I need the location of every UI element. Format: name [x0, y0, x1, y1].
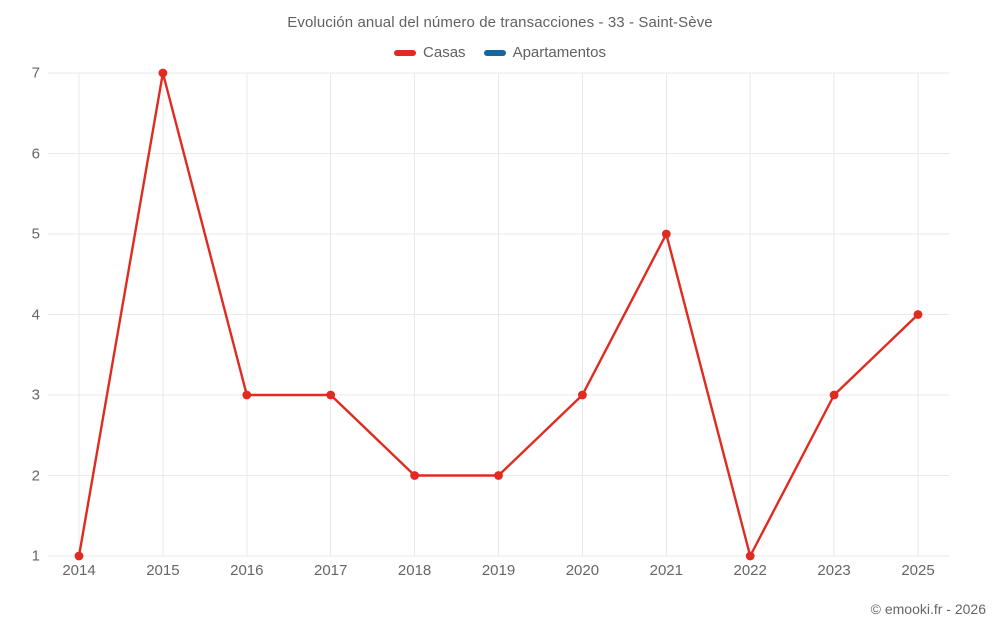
data-point-casas-2022[interactable] [745, 551, 755, 561]
x-tick-label-2025: 2025 [901, 562, 935, 579]
y-tick-label-5: 5 [31, 225, 40, 243]
y-tick-label-3: 3 [31, 386, 40, 404]
data-point-casas-2017[interactable] [326, 390, 336, 400]
legend-label-casas: Casas [423, 44, 466, 61]
x-tick-label-2020: 2020 [565, 562, 600, 579]
y-tick-label-6: 6 [31, 145, 40, 162]
legend-item-apartamentos[interactable]: Apartamentos [483, 44, 606, 61]
x-tick-label-2016: 2016 [230, 562, 264, 579]
y-tick-label-4: 4 [31, 306, 40, 323]
plot-area [48, 68, 949, 561]
y-tick-label-2: 2 [31, 467, 40, 484]
data-point-casas-2015[interactable] [158, 68, 168, 78]
x-tick-label-2018: 2018 [397, 562, 432, 579]
data-point-casas-2021[interactable] [661, 229, 671, 239]
x-tick-label-2023: 2023 [817, 562, 851, 579]
casas-legend-swatch [394, 49, 417, 56]
data-point-casas-2016[interactable] [242, 390, 252, 400]
x-tick-label-2019: 2019 [481, 562, 516, 579]
legend-label-apartamentos: Apartamentos [512, 44, 606, 61]
x-tick-label-2021: 2021 [649, 562, 683, 579]
data-point-casas-2014[interactable] [74, 551, 84, 561]
legend-item-casas[interactable]: Casas [394, 44, 466, 61]
x-tick-label-2022: 2022 [733, 562, 767, 579]
data-point-casas-2019[interactable] [494, 471, 503, 480]
x-tick-label-2015: 2015 [146, 562, 180, 579]
plot-svg [48, 68, 949, 561]
x-tick-label-2014: 2014 [62, 562, 96, 579]
data-point-casas-2023[interactable] [829, 390, 839, 400]
x-tick-label-2017: 2017 [314, 562, 348, 579]
data-point-casas-2018[interactable] [410, 471, 419, 480]
y-tick-label-1: 1 [31, 547, 40, 565]
copyright-credit: © emooki.fr - 2026 [870, 601, 986, 617]
y-axis-tick-labels: 1 2 3 4 5 6 7 [0, 65, 40, 565]
apartamentos-legend-swatch [483, 49, 506, 56]
chart-legend: Casas Apartamentos [0, 44, 1000, 61]
data-point-casas-2020[interactable] [578, 390, 587, 400]
y-tick-label-7: 7 [31, 64, 40, 82]
series-casas [74, 68, 923, 561]
x-axis-tick-labels: 2014 2015 2016 2017 2018 2019 2020 2021 2022 2023… [48, 562, 949, 586]
chart-title: Evolución anual del número de transaccio… [287, 14, 713, 31]
gridlines [48, 72, 949, 557]
data-point-casas-2025[interactable] [913, 310, 923, 319]
